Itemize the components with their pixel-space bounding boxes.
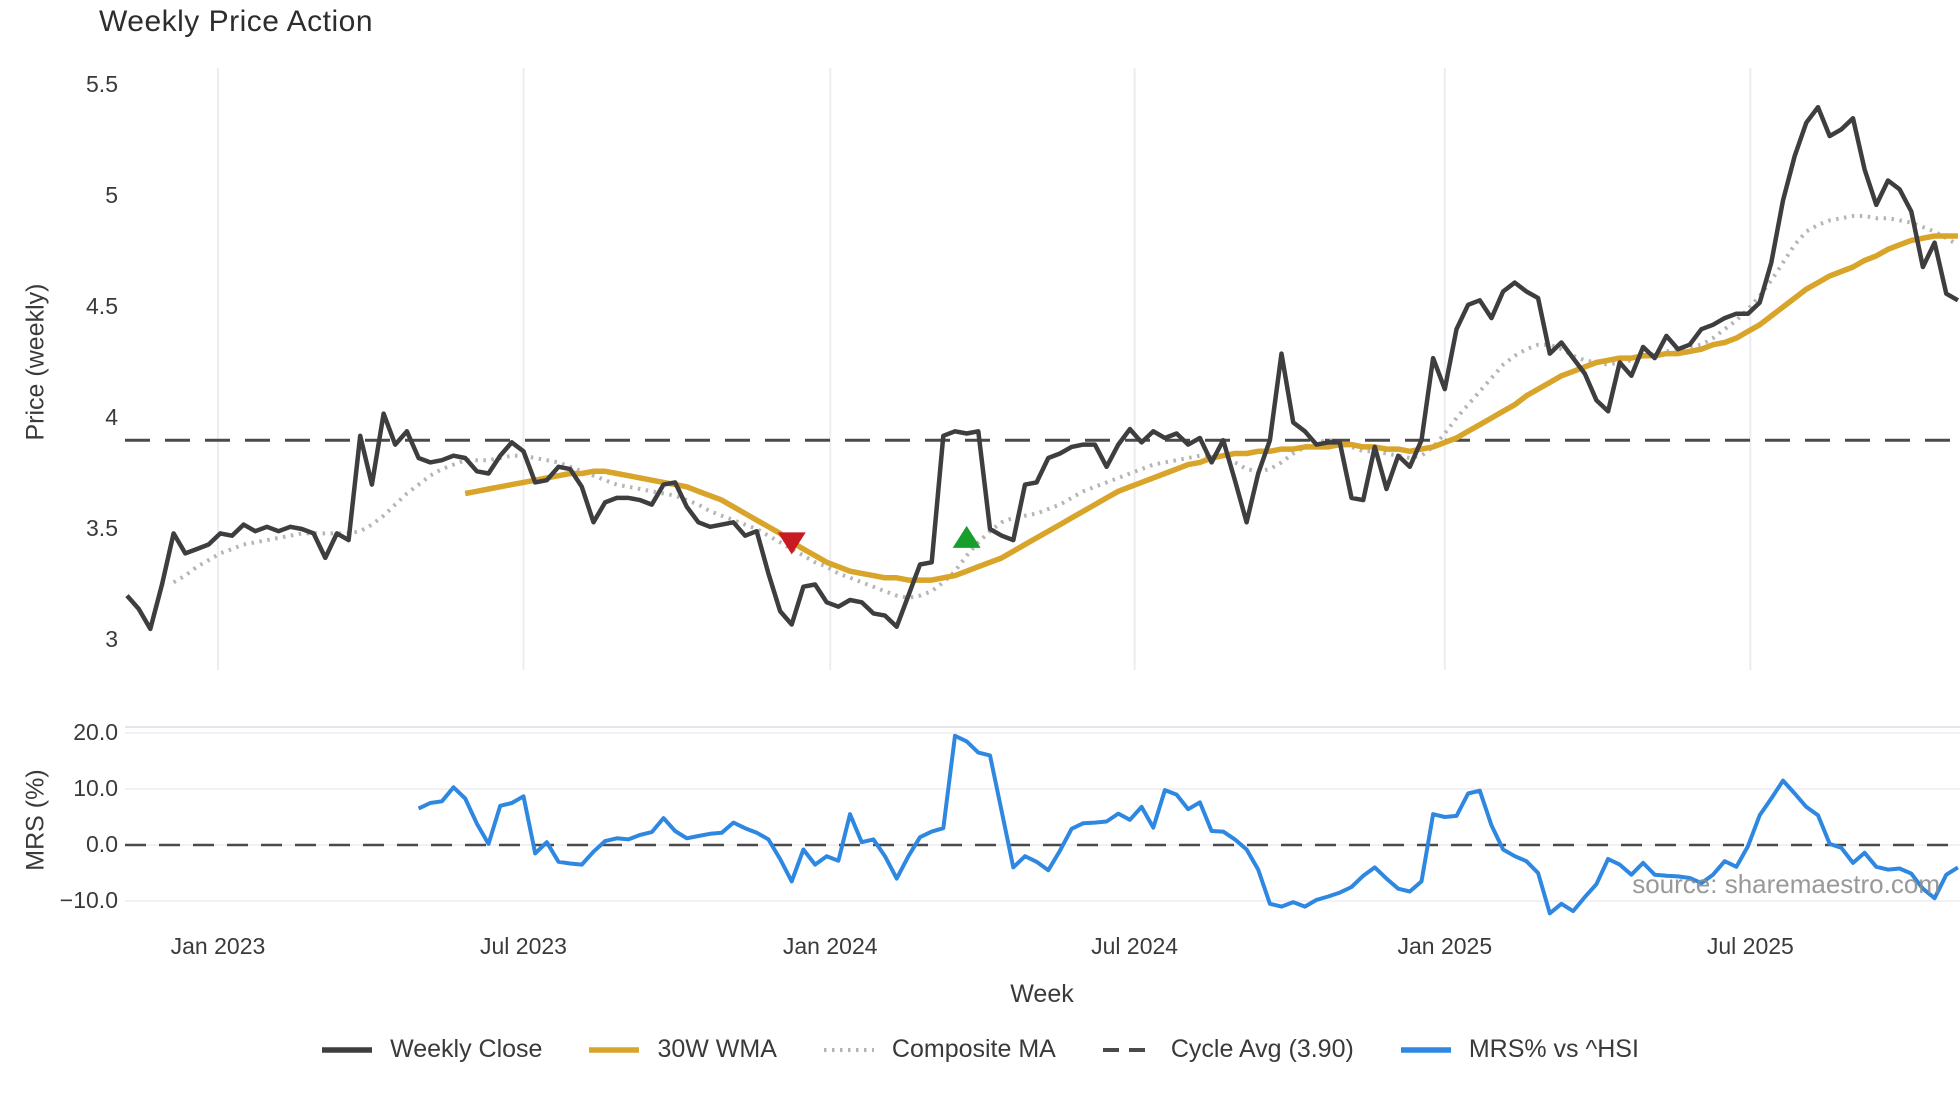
price-ytick-label: 4.5 — [86, 292, 118, 319]
x-tick-label: Jul 2023 — [480, 933, 567, 959]
price-ytick-label: 5.5 — [86, 70, 118, 97]
legend-dashed-line-icon — [1102, 1047, 1153, 1052]
x-tick-label: Jan 2025 — [1397, 933, 1493, 959]
x-tick-label: Jul 2024 — [1091, 933, 1179, 959]
mrs-ytick-label: −10.0 — [59, 886, 118, 913]
legend-solid-line-icon — [589, 1046, 640, 1053]
legend-item: Weekly Close — [321, 1035, 542, 1064]
composite-ma-line — [172, 214, 1959, 600]
legend-label: 30W WMA — [657, 1035, 777, 1063]
mrs-ytick-label: 20.0 — [73, 718, 118, 745]
price-ytick-label: 3 — [105, 625, 118, 652]
buy-signal-marker-icon — [952, 525, 981, 548]
legend-label: Composite MA — [891, 1035, 1056, 1063]
legend-item: MRS% vs ^HSI — [1400, 1035, 1639, 1064]
legend-label: Cycle Avg (3.90) — [1170, 1035, 1354, 1063]
legend-item: Composite MA — [823, 1035, 1056, 1064]
weekly-close-line — [125, 104, 1960, 632]
legend-item: Cycle Avg (3.90) — [1102, 1035, 1354, 1064]
sell-signal-marker-icon — [777, 532, 806, 555]
x-tick-label: Jan 2024 — [782, 933, 878, 959]
chart-title: Weekly Price Action — [99, 5, 374, 38]
legend-dotted-line-icon — [823, 1047, 874, 1052]
wma-30w-line — [464, 233, 1958, 583]
legend: Weekly Close 30W WMA Composite MA Cycle Avg… — [0, 1035, 1960, 1064]
x-tick-label: Jul 2025 — [1706, 933, 1794, 959]
legend-item: 30W WMA — [588, 1035, 777, 1064]
price-ytick-label: 3.5 — [86, 514, 118, 541]
legend-label: MRS% vs ^HSI — [1468, 1035, 1639, 1063]
legend-solid-line-icon — [1400, 1046, 1451, 1053]
price-ytick-label: 4 — [105, 403, 118, 430]
x-axis-label: Week — [1010, 980, 1074, 1008]
price-ytick-label: 5 — [105, 181, 118, 208]
mrs-ytick-label: 10.0 — [73, 774, 118, 801]
mrs-line — [417, 733, 1959, 916]
x-tick-label: Jan 2023 — [170, 933, 266, 959]
legend-label: Weekly Close — [390, 1035, 543, 1063]
legend-solid-line-icon — [322, 1046, 373, 1053]
source-watermark: source: sharemaestro.com — [1632, 869, 1940, 899]
mrs-ytick-label: 0.0 — [86, 830, 118, 857]
